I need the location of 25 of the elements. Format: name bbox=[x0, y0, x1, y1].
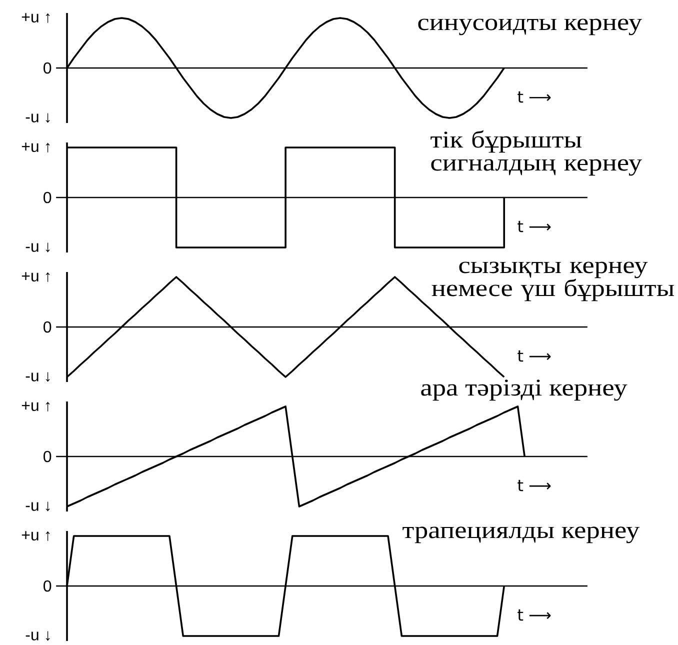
text: -u ↓ bbox=[26, 113, 50, 123]
chart-title: синусоидты кернеу bbox=[418, 18, 642, 36]
text: +u ↑ bbox=[22, 142, 50, 152]
chart-title: ара тәрізді кернеу bbox=[421, 380, 628, 401]
text: 0 bbox=[44, 450, 52, 462]
text: -u ↓ bbox=[26, 372, 50, 382]
text: +u ↑ bbox=[22, 13, 50, 23]
text: 0 bbox=[44, 321, 52, 333]
text: 0 bbox=[44, 192, 52, 204]
x-axis-title: t ⟶ bbox=[518, 220, 551, 232]
x-axis-title: t ⟶ bbox=[518, 609, 551, 621]
text: -u ↓ bbox=[26, 502, 50, 512]
text: +u ↑ bbox=[22, 402, 50, 412]
x-axis-title: t ⟶ bbox=[518, 480, 551, 492]
x-axis-title: t ⟶ bbox=[518, 91, 551, 103]
text: 0 bbox=[44, 580, 52, 592]
chart-title: тік бұрышты сигналдың кернеу bbox=[430, 130, 642, 176]
text: +u ↑ bbox=[22, 531, 50, 541]
chart-title: сызықты кернеу немесе үш бұрышты bbox=[432, 262, 674, 302]
text: -u ↓ bbox=[26, 242, 50, 252]
text: 0 bbox=[44, 62, 52, 74]
text: -u ↓ bbox=[26, 631, 50, 641]
chart-title: трапециялды кернеу bbox=[402, 526, 640, 544]
text: +u ↑ bbox=[22, 272, 50, 282]
x-axis-title: t ⟶ bbox=[518, 350, 551, 362]
